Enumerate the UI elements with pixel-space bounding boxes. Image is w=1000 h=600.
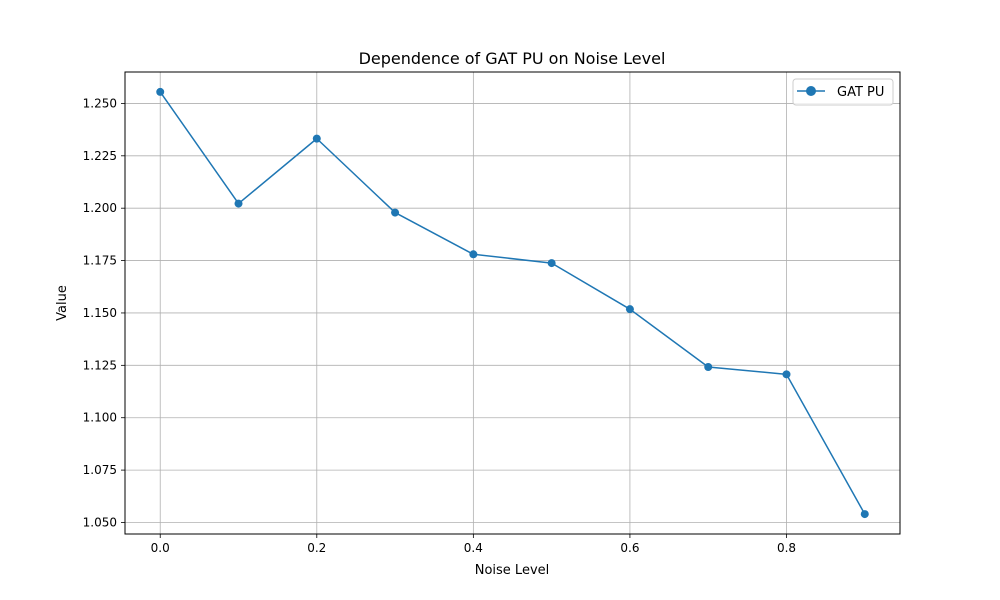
- data-point: [547, 259, 556, 268]
- x-tick-label: 0.8: [777, 541, 796, 555]
- y-tick-label: 1.075: [83, 463, 117, 477]
- data-point: [782, 370, 791, 379]
- x-tick-label: 0.6: [620, 541, 639, 555]
- grid: [125, 72, 900, 534]
- y-tick-label: 1.175: [83, 254, 117, 268]
- data-point: [391, 208, 400, 217]
- y-tick-label: 1.100: [83, 411, 117, 425]
- legend-box: [792, 78, 894, 106]
- data-point: [860, 510, 869, 519]
- x-tick-label: 0.2: [307, 541, 326, 555]
- legend-marker-swatch: [806, 86, 816, 96]
- y-tick-label: 1.200: [83, 201, 117, 215]
- series-layer: [156, 87, 869, 519]
- data-point: [469, 250, 478, 259]
- legend: GAT PU: [792, 78, 894, 106]
- y-axis-title: Value: [55, 285, 70, 321]
- y-tick-label: 1.125: [83, 358, 117, 372]
- chart-title: Dependence of GAT PU on Noise Level: [359, 49, 666, 68]
- x-tick-label: 0.0: [151, 541, 170, 555]
- y-tick-label: 1.250: [83, 96, 117, 110]
- data-point: [234, 199, 243, 208]
- legend-label: GAT PU: [837, 85, 884, 100]
- y-tick-label: 1.050: [83, 515, 117, 529]
- y-tick-label: 1.225: [83, 149, 117, 163]
- x-axis-title: Noise Level: [475, 563, 550, 578]
- x-tick-label: 0.4: [464, 541, 483, 555]
- y-tick-label: 1.150: [83, 306, 117, 320]
- data-point: [625, 305, 634, 314]
- data-point: [704, 363, 713, 372]
- axis-ticks: 0.0 0.2 0.4 0.6 0.8 1.050 1.075 1.100 1.125 1.150…: [83, 96, 796, 555]
- plot-area-frame: [124, 71, 901, 535]
- data-point: [156, 87, 165, 96]
- series-line: [159, 91, 866, 515]
- data-point: [312, 134, 321, 143]
